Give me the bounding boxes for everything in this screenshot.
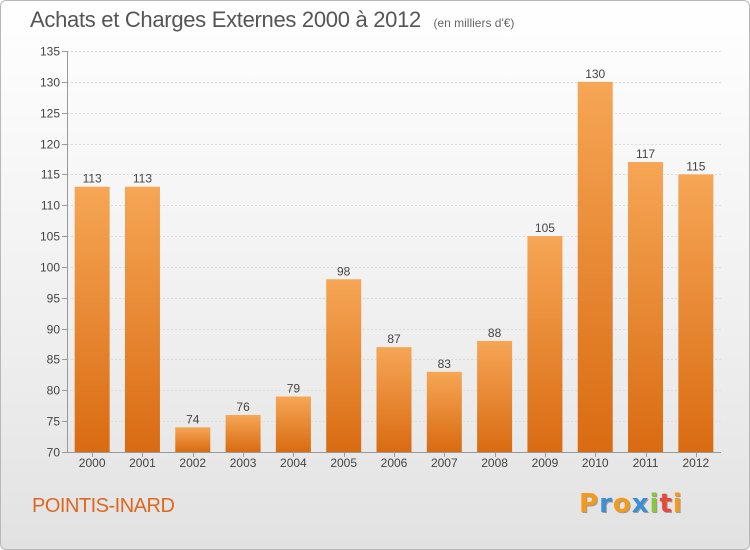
axes: 70 75 80 85 90 95 100 105 110 115 120 125 130 135 2000… xyxy=(40,45,721,470)
y-tick-label: 85 xyxy=(47,353,61,367)
bar[interactable] xyxy=(678,174,714,452)
logo-letter: t xyxy=(659,489,673,519)
logo-letter: i xyxy=(649,489,660,519)
bar-value-label: 130 xyxy=(585,67,605,81)
y-tick-label: 75 xyxy=(47,415,61,429)
proxiti-logo[interactable]: Proxiti xyxy=(579,489,683,519)
y-tick-label: 70 xyxy=(47,446,61,460)
x-tick-label: 2012 xyxy=(682,456,709,470)
x-tick-label: 2000 xyxy=(79,456,106,470)
logo-letter: i xyxy=(672,489,683,519)
x-tick-label: 2008 xyxy=(481,456,508,470)
bar[interactable] xyxy=(124,186,160,452)
x-tick-label: 2010 xyxy=(582,456,609,470)
bar-value-label: 87 xyxy=(387,332,401,346)
chart-subtitle: (en milliers d'€) xyxy=(433,16,515,30)
logo-letter: o xyxy=(612,489,632,519)
bar[interactable] xyxy=(527,236,563,452)
bar[interactable] xyxy=(477,340,513,452)
x-tick-label: 2004 xyxy=(280,456,307,470)
y-tick-label: 115 xyxy=(41,168,60,182)
y-tick-label: 135 xyxy=(40,45,60,59)
bar-value-label: 113 xyxy=(83,172,102,186)
bar-value-label: 76 xyxy=(236,400,250,414)
bar-value-label: 83 xyxy=(438,357,452,371)
x-tick-label: 2006 xyxy=(381,456,408,470)
bar[interactable] xyxy=(628,162,664,453)
bar-value-label: 113 xyxy=(133,172,152,186)
bar[interactable] xyxy=(326,279,362,452)
chart-title: Achats et Charges Externes 2000 à 2012 xyxy=(30,7,421,32)
bar-value-label: 79 xyxy=(287,381,301,395)
x-tick-label: 2002 xyxy=(179,456,206,470)
x-tick-label: 2005 xyxy=(330,456,357,470)
bar[interactable] xyxy=(74,186,110,452)
y-tick-label: 100 xyxy=(40,261,60,275)
y-tick-label: 90 xyxy=(47,323,61,337)
bar-value-label: 74 xyxy=(186,412,200,426)
bar[interactable] xyxy=(376,347,412,452)
y-tick-label: 105 xyxy=(40,230,60,244)
commune-name: POINTIS-INARD xyxy=(32,495,175,517)
bar[interactable] xyxy=(225,414,261,452)
x-tick-label: 2011 xyxy=(633,456,659,470)
y-tick-label: 125 xyxy=(40,107,60,121)
y-tick-label: 80 xyxy=(47,384,61,398)
x-tick-label: 2001 xyxy=(129,456,156,470)
title-row: Achats et Charges Externes 2000 à 2012 (… xyxy=(30,7,514,33)
bar[interactable] xyxy=(275,396,311,452)
bar-value-label: 98 xyxy=(337,264,351,278)
x-tick-label: 2003 xyxy=(230,456,257,470)
bar[interactable] xyxy=(577,81,613,452)
bar-value-label: 117 xyxy=(636,147,655,161)
bar-value-label: 105 xyxy=(535,221,555,235)
bar-value-label: 88 xyxy=(488,326,502,340)
logo-letter: r xyxy=(599,489,613,519)
logo-letter: P xyxy=(579,489,600,519)
logo-letter: x xyxy=(631,489,650,519)
y-tick-label: 130 xyxy=(40,76,60,90)
y-tick-label: 120 xyxy=(40,138,60,152)
bar-value-label: 115 xyxy=(686,159,705,173)
x-tick-label: 2007 xyxy=(431,456,458,470)
x-tick-label: 2009 xyxy=(532,456,559,470)
bar[interactable] xyxy=(175,427,211,452)
y-tick-label: 110 xyxy=(41,199,60,213)
bars: 113 113 74 76 79 98 87 83 88 105 130 117 115 xyxy=(74,67,714,453)
bar[interactable] xyxy=(426,371,462,452)
y-tick-label: 95 xyxy=(47,292,61,306)
